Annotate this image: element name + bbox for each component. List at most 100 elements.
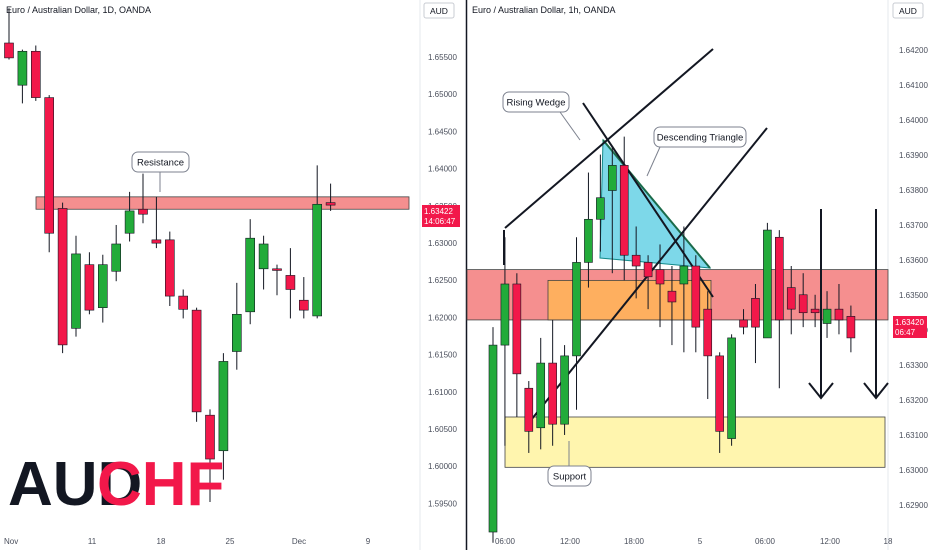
left-price-badge-bg [422, 205, 460, 227]
left-candle-body [30, 50, 41, 98]
left-candle [312, 165, 323, 319]
left-candle [138, 173, 148, 224]
left-candle-body [325, 202, 336, 206]
left-candle-body [71, 253, 81, 329]
right-candle-body [786, 287, 796, 310]
left-candle [218, 353, 229, 480]
right-candle-body [667, 290, 677, 303]
rising-wedge-callout-box [502, 91, 570, 113]
right-candle [607, 147, 617, 274]
right-candle [643, 255, 653, 310]
left-candle [151, 196, 162, 249]
descending-triangle-callout-box [653, 126, 747, 148]
left-candle-body [258, 243, 269, 270]
right-x-tick: 12:00 [560, 537, 581, 546]
right-chart-title: Euro / Australian Dollar, 1h, OANDA [472, 5, 616, 15]
right-candle [548, 319, 557, 446]
right-currency-unit[interactable]: AUD [892, 2, 924, 19]
left-y-tick: 1.61500 [428, 351, 457, 360]
right-candle [763, 222, 772, 339]
left-candle-body [84, 264, 95, 311]
right-candle [691, 255, 701, 353]
left-candle-body [17, 50, 28, 86]
right-x-tick: 06:00 [495, 537, 516, 546]
left-y-tick: 1.65000 [428, 90, 457, 99]
right-current-price: 1.63420 [895, 318, 924, 327]
right-candle-body [512, 283, 522, 375]
left-candle [30, 45, 41, 101]
right-candle-body [691, 265, 701, 328]
right-candle [596, 154, 605, 252]
left-currency-unit[interactable]: AUD [423, 2, 455, 19]
left-x-tick: Nov [4, 537, 18, 546]
left-candle-body [165, 239, 175, 297]
left-bar-timer: 14:06:47 [424, 217, 456, 226]
right-candle [751, 283, 760, 364]
right-candle-body [810, 308, 820, 314]
right-candle-body [488, 344, 498, 533]
descending-triangle-hypotenuse [602, 139, 711, 269]
left-y-tick: 1.62000 [428, 313, 457, 322]
right-candle [727, 334, 736, 446]
right-y-tick: 1.64200 [899, 46, 928, 55]
projection-arrow-2 [863, 209, 889, 400]
right-candle [619, 136, 629, 281]
left-y-tick: 1.59500 [428, 499, 457, 508]
right-candle [584, 172, 593, 288]
right-y-tick: 1.63600 [899, 256, 928, 265]
right-candle [703, 291, 713, 400]
right-candle-body [763, 229, 772, 339]
left-candle [272, 264, 282, 296]
right-candle [775, 230, 784, 389]
left-candle-body [272, 268, 282, 271]
left-current-price: 1.63422 [424, 207, 453, 216]
left-price-badge: 1.63422 14:06:47 [422, 205, 460, 227]
left-chart-title: Euro / Australian Dollar, 1D, OANDA [6, 5, 151, 15]
right-y-tick: 1.64100 [899, 81, 928, 90]
left-candle-body [98, 264, 108, 308]
left-candle-body [218, 361, 229, 452]
descending-triangle-label: Descending Triangle [657, 133, 744, 144]
right-y-tick: 1.64000 [899, 116, 928, 125]
right-y-tick: 1.63800 [899, 186, 928, 195]
left-currency-unit-box [423, 2, 455, 19]
left-candle [165, 231, 175, 307]
right-x-tick: 18 [884, 537, 893, 546]
descending-triangle-pointer [646, 146, 661, 177]
right-support-zone [504, 416, 886, 468]
right-candle-body [846, 316, 856, 339]
left-candle-body [191, 309, 202, 413]
right-candle-body [500, 283, 510, 346]
support-callout-box [547, 465, 592, 487]
right-price-badge: 1.63420 06:47 [893, 316, 927, 338]
right-x-tick: 06:00 [755, 537, 776, 546]
right-candle [810, 294, 820, 328]
right-currency-unit-label: AUD [899, 6, 917, 16]
right-candle [524, 381, 534, 453]
left-candle [245, 219, 255, 325]
right-y-tick: 1.63300 [899, 361, 928, 370]
left-candle [124, 191, 135, 242]
right-candle [512, 273, 522, 417]
left-candle [178, 289, 188, 319]
left-x-tick: 18 [157, 537, 166, 546]
right-candle [560, 345, 569, 435]
left-candle-body [232, 313, 242, 352]
right-candle-body [655, 269, 665, 285]
resistance-callout-box [131, 151, 190, 173]
left-candle-body [312, 203, 323, 317]
right-bar-timer: 06:47 [895, 328, 916, 337]
right-candle-body [619, 165, 629, 256]
rising-wedge-pointer [559, 111, 581, 141]
left-y-tick: 1.60000 [428, 462, 457, 471]
right-candle [488, 327, 498, 543]
left-y-tick: 1.63000 [428, 239, 457, 248]
resistance-label: Resistance [137, 158, 184, 169]
left-candle [191, 307, 202, 422]
right-candle-body [548, 362, 557, 425]
left-y-tick: 1.61000 [428, 388, 457, 397]
left-candle [57, 202, 68, 354]
left-candle [258, 235, 269, 290]
left-candle [325, 183, 336, 211]
